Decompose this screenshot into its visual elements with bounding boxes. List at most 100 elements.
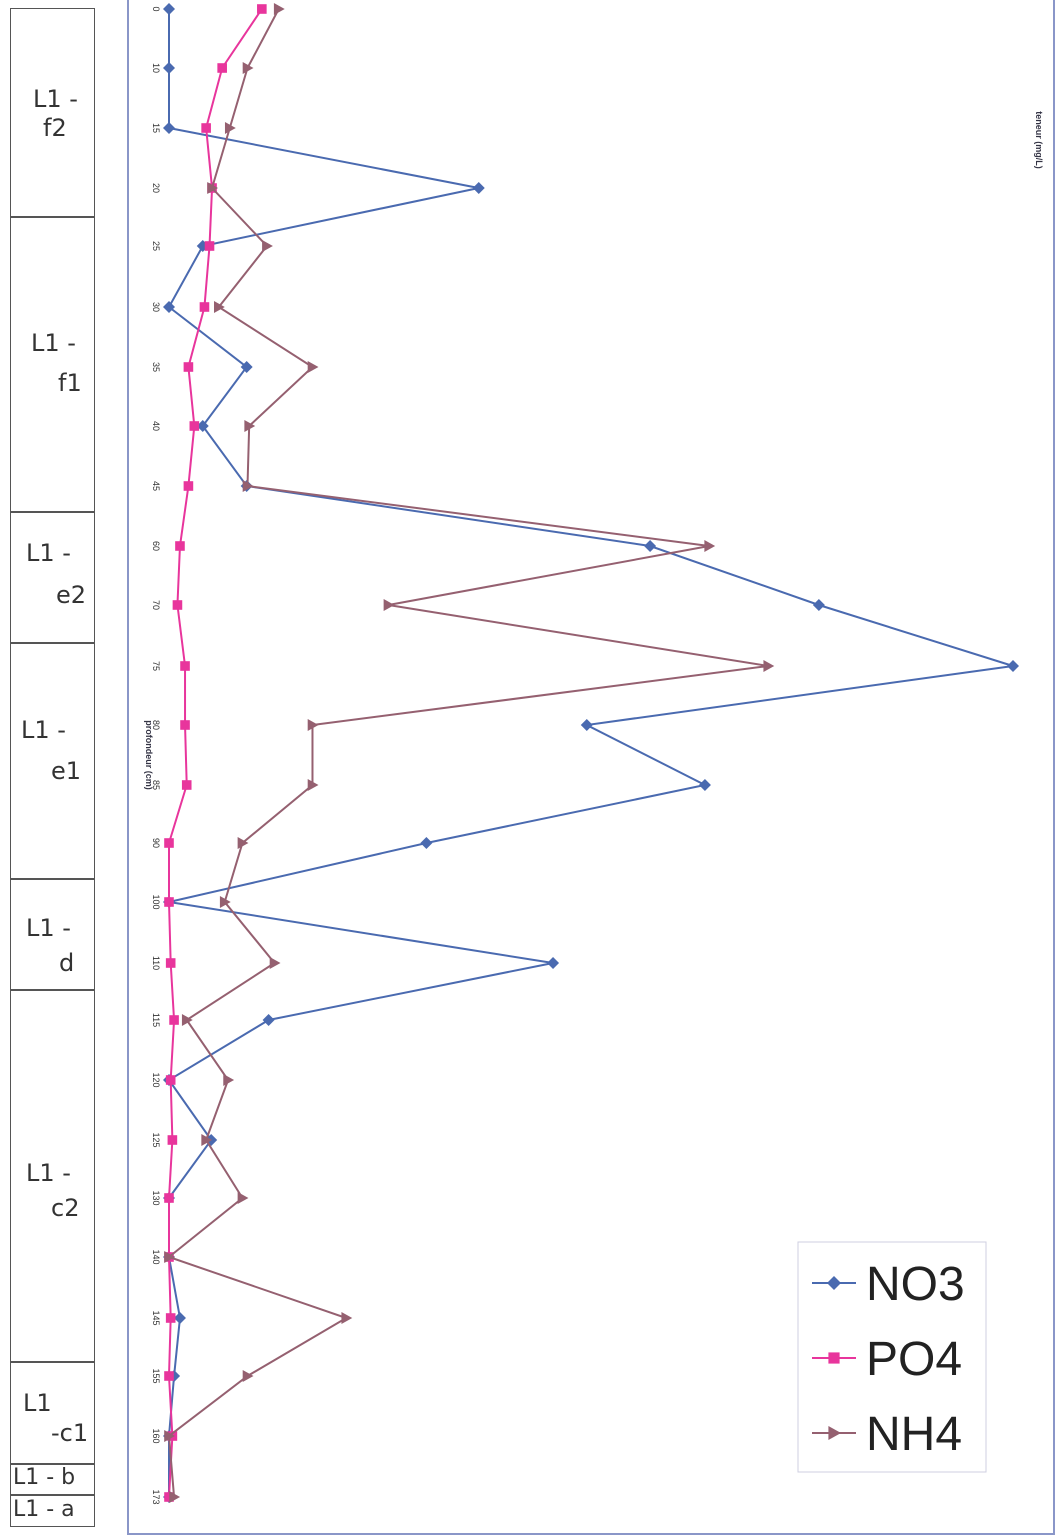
layer-label-line1: L1 - a	[13, 1497, 75, 1522]
legend-label: PO4	[866, 1333, 962, 1386]
data-point	[163, 3, 175, 15]
data-point	[698, 779, 711, 791]
layer-label-line2: e2	[56, 581, 87, 609]
data-point	[183, 481, 194, 491]
depth-tick-label: 85	[151, 780, 161, 790]
data-point	[181, 780, 192, 790]
series-line	[166, 8, 769, 1498]
data-point	[223, 1074, 235, 1086]
layer-box: L1 - c2	[10, 990, 95, 1362]
data-point	[169, 1015, 179, 1025]
data-point	[175, 541, 185, 551]
x-axis-title: profondeur (cm)	[144, 720, 154, 790]
data-point	[199, 302, 210, 312]
data-point	[165, 1313, 176, 1323]
depth-tick-label: 70	[151, 600, 161, 610]
data-point	[273, 3, 285, 15]
data-point	[189, 421, 200, 431]
depth-tick-label: 110	[151, 956, 161, 970]
data-point	[163, 301, 175, 313]
legend-swatch-marker	[827, 1276, 841, 1290]
data-point	[181, 1014, 193, 1026]
depth-tick-label: 45	[151, 481, 161, 491]
data-point	[307, 779, 319, 791]
data-point	[644, 540, 657, 552]
series-line	[167, 8, 263, 1498]
layer-label-line1: L1 - b	[13, 1465, 76, 1490]
data-point	[169, 1491, 181, 1503]
layer-label-line1: L1 -	[26, 539, 71, 567]
depth-tick-label: 115	[151, 1013, 161, 1027]
layer-label-line2: f1	[58, 369, 82, 397]
depth-tick-label: 120	[151, 1072, 161, 1087]
data-point	[201, 123, 211, 133]
layer-label-line1: L1 -	[33, 85, 78, 113]
legend-swatch-marker	[828, 1426, 841, 1440]
layer-box: L1 - a	[10, 1495, 95, 1527]
series-nh4	[164, 3, 775, 1503]
depth-tick-label: 60	[151, 541, 161, 551]
depth-tick-label: 125	[151, 1132, 161, 1147]
data-point	[763, 660, 775, 672]
depth-tick-label: 25	[151, 241, 161, 251]
data-point	[1007, 660, 1019, 672]
data-point	[163, 62, 175, 74]
data-point	[812, 599, 825, 611]
series-group	[163, 3, 1019, 1503]
layer-label-line2: -c1	[51, 1419, 89, 1447]
data-point	[164, 1251, 175, 1263]
data-point	[165, 1075, 176, 1085]
legend: NO3 PO4 NH4	[797, 1241, 987, 1473]
depth-tick-labels: 0 10 15 20 25 30 35 40 45 60 70 75 80 85 90 100 110 115 12…	[151, 6, 161, 1504]
data-point	[196, 420, 209, 432]
data-point	[224, 122, 236, 134]
layer-label-line2: d	[59, 949, 75, 977]
y-axis-title: teneur (mg/L)	[1034, 111, 1044, 169]
data-point	[165, 958, 176, 968]
layer-label-line1: L1	[23, 1389, 52, 1417]
data-point	[244, 420, 256, 432]
data-point	[547, 957, 560, 969]
data-point	[164, 1430, 175, 1442]
depth-tick-label: 10	[151, 63, 161, 73]
depth-tick-label: 160	[151, 1428, 161, 1443]
depth-tick-label: 155	[151, 1368, 161, 1383]
data-point	[173, 1312, 186, 1324]
data-point	[164, 1371, 174, 1381]
data-point	[164, 1193, 174, 1203]
data-point	[180, 720, 190, 730]
data-point	[341, 1312, 353, 1324]
data-point	[172, 600, 183, 610]
depth-tick-label: 40	[151, 421, 161, 431]
layer-box: L1 - f2	[10, 8, 95, 217]
depth-tick-label: 30	[151, 302, 161, 312]
stratigraphy-column: L1 - f2 L1 - f1 L1 - e2 L1 - e1 L1 - d L1 - c2 L1 -c1…	[0, 0, 110, 1538]
data-point	[307, 361, 319, 373]
data-point	[164, 838, 174, 848]
data-point	[213, 301, 225, 313]
data-point	[472, 182, 485, 194]
depth-tick-label: 130	[151, 1190, 161, 1205]
data-point	[269, 957, 281, 969]
layer-label-line1: L1 -	[26, 1159, 71, 1187]
data-point	[420, 837, 433, 849]
data-point	[242, 62, 254, 74]
depth-tick-label: 15	[151, 123, 161, 133]
layer-box: L1 - f1	[10, 217, 95, 512]
data-point	[180, 661, 190, 671]
data-point	[237, 1192, 249, 1204]
legend-label: NH4	[866, 1408, 962, 1461]
depth-tick-label: 100	[151, 894, 161, 909]
layer-label-line2: f2	[43, 114, 67, 142]
data-point	[183, 362, 194, 372]
data-point	[167, 1135, 178, 1145]
layer-box: L1 - b	[10, 1464, 95, 1495]
data-point	[307, 719, 319, 731]
depth-tick-label: 140	[151, 1249, 161, 1264]
data-point	[242, 1370, 254, 1382]
data-point	[217, 63, 227, 73]
data-point	[164, 897, 174, 907]
data-point	[163, 122, 175, 134]
data-point	[257, 4, 267, 14]
